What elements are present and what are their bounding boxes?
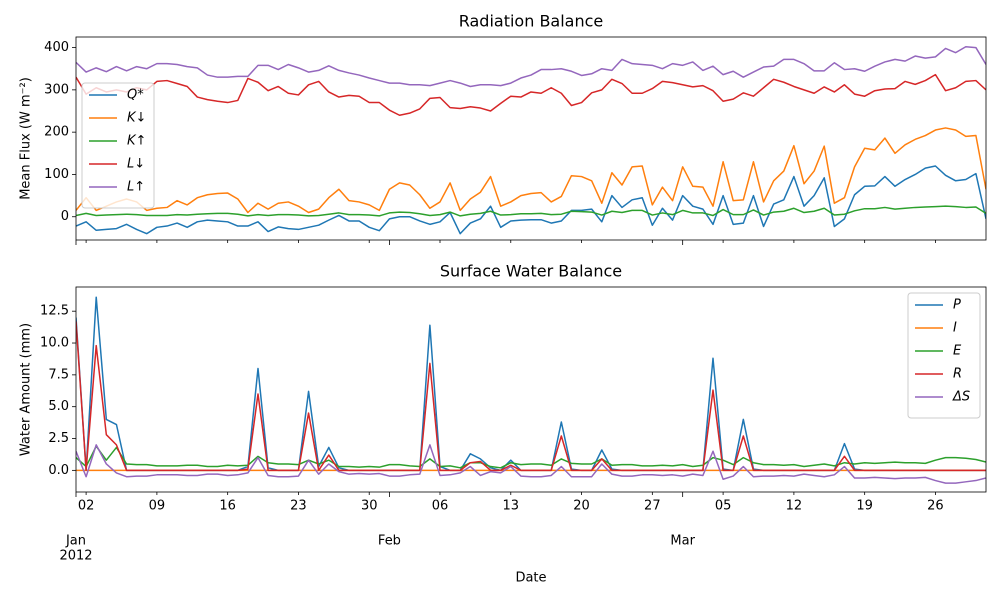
series-line [76,73,986,116]
series-line [76,296,986,472]
x-tick-label: 30 [361,499,378,514]
y-axis-label: Water Amount (mm) [19,323,34,456]
legend-label: E [953,344,962,359]
y-tick-label: 0.0 [48,463,69,478]
x-tick-label: 23 [290,499,307,514]
x-year-label: 2012 [59,549,92,564]
series-line [76,205,986,217]
y-axis-label: Mean Flux (W m⁻²) [19,77,34,200]
y-tick-label: 5.0 [48,399,69,414]
x-tick-label: 06 [432,499,449,514]
y-tick-label: 2.5 [48,431,69,446]
series-line [76,127,986,214]
legend-label: L↓ [127,157,145,172]
y-tick-label: 200 [44,125,69,140]
x-tick-label: 05 [715,499,732,514]
x-tick-label: 19 [856,499,873,514]
x-tick-label: 09 [149,499,166,514]
legend-box [81,82,155,209]
legend-box [907,292,981,419]
legend-label: K↓ [127,111,146,126]
x-tick-label: 27 [644,499,661,514]
chart-title: Surface Water Balance [440,262,622,281]
x-axis-label: Date [515,571,546,586]
series-line [76,45,986,88]
chart-title: Radiation Balance [459,12,604,31]
legend-label: R [953,367,962,382]
axes-frame [75,36,987,241]
y-tick-label: 7.5 [48,367,69,382]
x-tick-label: 13 [503,499,520,514]
y-tick-label: 400 [44,40,69,55]
legend-label: K↑ [127,134,146,149]
x-tick-label: 20 [573,499,590,514]
series-line [76,444,986,484]
legend-label: I [953,321,957,336]
legend-label: L↑ [127,180,145,195]
y-tick-label: 10.0 [40,336,69,351]
x-tick-label: 02 [78,499,95,514]
legend-label: Q* [127,88,144,103]
y-tick-label: 12.5 [40,304,69,319]
series-line [76,445,986,469]
legend-label: P [953,298,961,313]
y-tick-label: 300 [44,82,69,97]
plot-area [76,45,986,235]
series-line [76,165,986,235]
axes-frame [75,286,987,493]
y-tick-label: 0 [61,209,69,224]
x-major-tick-label: Mar [670,534,695,549]
x-major-tick-label: Jan [65,534,86,549]
x-tick-label: 26 [927,499,944,514]
series-line [76,321,986,472]
x-tick-label: 12 [786,499,803,514]
x-major-tick-label: Feb [378,534,401,549]
y-tick-label: 100 [44,167,69,182]
legend-label: ΔS [952,390,970,405]
x-tick-label: 16 [219,499,236,514]
plot-area [76,296,986,484]
